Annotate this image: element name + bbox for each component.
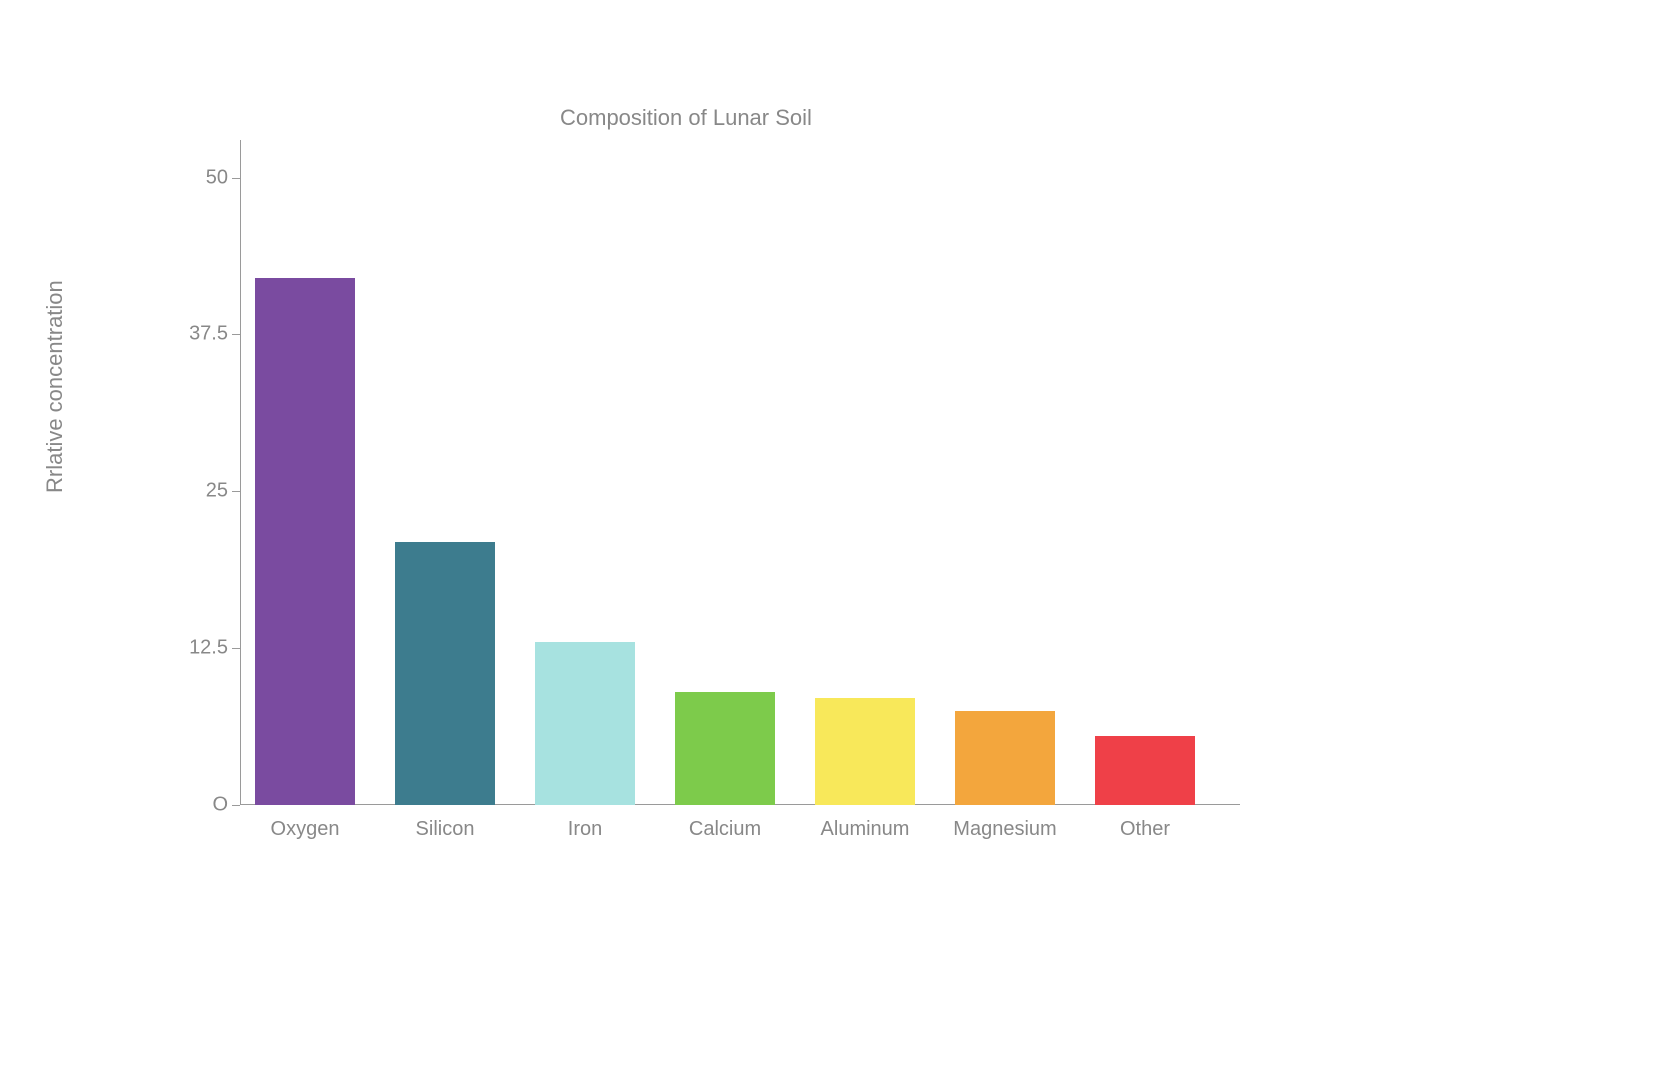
x-category-label: Oxygen xyxy=(271,818,340,841)
x-category-label: Calcium xyxy=(689,818,761,841)
chart-title: Composition of Lunar Soil xyxy=(560,105,812,131)
plot-area: O12.52537.550 OxygenSiliconIronCalciumAl… xyxy=(240,140,1240,805)
x-category-label: Silicon xyxy=(416,818,475,841)
y-tick-label: 12.5 xyxy=(189,637,228,660)
chart-container: Composition of Lunar Soil Rrlative conce… xyxy=(100,100,1300,900)
x-category-label: Iron xyxy=(568,818,602,841)
y-axis-label: Rrlative concentration xyxy=(42,280,68,493)
bar-oxygen xyxy=(255,278,355,805)
bar-aluminum xyxy=(815,698,915,805)
y-tick-label: 37.5 xyxy=(189,323,228,346)
y-tick-label: 50 xyxy=(206,166,228,189)
bar-magnesium xyxy=(955,711,1055,805)
y-axis-line xyxy=(240,140,241,805)
y-tick xyxy=(232,805,240,806)
y-tick-label: O xyxy=(212,794,228,817)
bar-other xyxy=(1095,736,1195,805)
bar-silicon xyxy=(395,542,495,805)
x-category-label: Magnesium xyxy=(953,818,1056,841)
y-tick-label: 25 xyxy=(206,480,228,503)
x-category-label: Other xyxy=(1120,818,1170,841)
y-tick xyxy=(232,491,240,492)
y-tick xyxy=(232,648,240,649)
bar-iron xyxy=(535,642,635,805)
x-category-label: Aluminum xyxy=(821,818,910,841)
y-tick xyxy=(232,334,240,335)
bar-calcium xyxy=(675,692,775,805)
y-tick xyxy=(232,178,240,179)
